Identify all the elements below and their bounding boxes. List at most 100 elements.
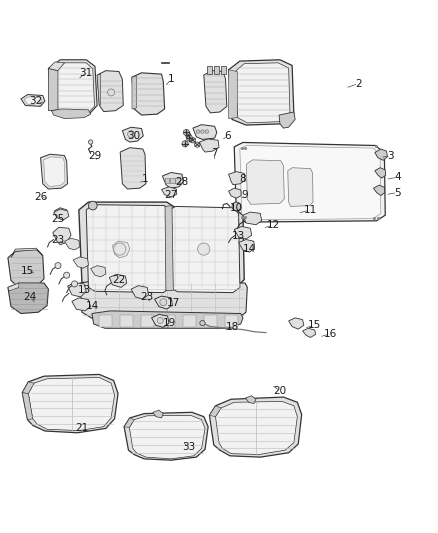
Polygon shape	[221, 66, 226, 74]
Polygon shape	[110, 274, 127, 287]
Polygon shape	[129, 415, 205, 459]
Polygon shape	[162, 173, 184, 188]
Text: 30: 30	[127, 131, 141, 141]
Text: 14: 14	[86, 301, 99, 311]
Polygon shape	[279, 112, 295, 128]
Polygon shape	[48, 62, 64, 71]
Polygon shape	[375, 168, 386, 178]
Text: 4: 4	[394, 172, 401, 182]
Polygon shape	[72, 298, 91, 311]
Text: 7: 7	[212, 148, 218, 158]
Polygon shape	[170, 177, 175, 183]
Polygon shape	[214, 66, 219, 74]
Polygon shape	[235, 63, 290, 123]
Polygon shape	[24, 97, 42, 106]
Circle shape	[108, 89, 115, 96]
Polygon shape	[152, 314, 169, 327]
Circle shape	[127, 131, 134, 138]
Circle shape	[232, 202, 241, 211]
Circle shape	[55, 263, 61, 269]
Polygon shape	[141, 315, 154, 327]
Polygon shape	[22, 375, 118, 433]
Text: 28: 28	[175, 176, 189, 187]
Text: 22: 22	[112, 274, 126, 285]
Polygon shape	[51, 109, 91, 118]
Polygon shape	[162, 315, 175, 327]
Text: 29: 29	[88, 150, 102, 160]
Polygon shape	[8, 283, 19, 291]
Text: 13: 13	[78, 286, 91, 295]
Polygon shape	[64, 238, 80, 250]
Polygon shape	[303, 328, 316, 337]
Polygon shape	[132, 73, 165, 115]
Circle shape	[184, 130, 189, 135]
Polygon shape	[209, 406, 221, 417]
Circle shape	[196, 130, 200, 133]
Text: 13: 13	[232, 231, 245, 241]
Polygon shape	[28, 377, 115, 431]
Polygon shape	[99, 315, 113, 327]
Polygon shape	[79, 202, 244, 290]
Text: 26: 26	[34, 192, 47, 202]
Polygon shape	[21, 94, 45, 107]
Polygon shape	[155, 296, 173, 309]
Polygon shape	[41, 154, 67, 189]
Text: 33: 33	[182, 442, 195, 452]
Polygon shape	[193, 125, 217, 140]
Circle shape	[114, 243, 126, 255]
Polygon shape	[239, 239, 254, 252]
Polygon shape	[162, 187, 177, 197]
Polygon shape	[199, 139, 219, 152]
Polygon shape	[374, 185, 385, 196]
Text: 1: 1	[142, 174, 148, 184]
Circle shape	[157, 318, 163, 324]
Polygon shape	[289, 318, 304, 329]
Polygon shape	[229, 172, 245, 184]
Polygon shape	[131, 286, 148, 299]
Text: 17: 17	[167, 298, 180, 309]
Polygon shape	[183, 315, 196, 327]
Polygon shape	[11, 248, 43, 258]
Polygon shape	[120, 315, 133, 327]
Polygon shape	[67, 282, 86, 297]
Polygon shape	[246, 396, 256, 403]
Circle shape	[88, 140, 93, 144]
Polygon shape	[48, 68, 58, 111]
Text: 16: 16	[323, 329, 337, 339]
Text: 9: 9	[242, 190, 248, 200]
Polygon shape	[209, 397, 302, 457]
Polygon shape	[91, 265, 106, 277]
Polygon shape	[113, 241, 130, 258]
Polygon shape	[97, 71, 123, 111]
Text: 19: 19	[162, 318, 176, 328]
Polygon shape	[53, 209, 69, 220]
Polygon shape	[44, 157, 65, 187]
Polygon shape	[170, 206, 240, 293]
Text: 10: 10	[230, 203, 243, 213]
Text: 1: 1	[168, 75, 174, 84]
Polygon shape	[207, 66, 212, 74]
Circle shape	[205, 130, 208, 133]
Polygon shape	[240, 146, 381, 220]
Circle shape	[182, 141, 188, 147]
Text: 5: 5	[394, 188, 401, 198]
Polygon shape	[92, 311, 243, 328]
Text: 23: 23	[141, 292, 154, 302]
Circle shape	[190, 138, 195, 143]
Circle shape	[201, 130, 204, 133]
Polygon shape	[247, 160, 284, 204]
Polygon shape	[54, 208, 67, 219]
Polygon shape	[229, 188, 241, 198]
Text: 20: 20	[273, 385, 286, 395]
Polygon shape	[8, 283, 48, 313]
Polygon shape	[8, 249, 44, 287]
Polygon shape	[176, 177, 180, 183]
Polygon shape	[55, 63, 95, 115]
Polygon shape	[229, 70, 237, 118]
Polygon shape	[165, 206, 173, 290]
Polygon shape	[124, 418, 134, 427]
Polygon shape	[243, 212, 261, 225]
Polygon shape	[153, 410, 163, 418]
Polygon shape	[132, 76, 136, 109]
Text: 18: 18	[226, 322, 239, 333]
